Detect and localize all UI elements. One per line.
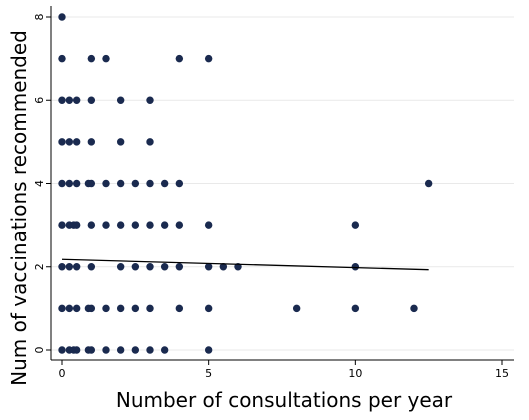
x-tick-label: 15 [495,367,509,380]
data-point [87,96,96,104]
data-point [116,346,125,354]
x-tick-label: 5 [205,367,212,380]
data-point [72,179,81,188]
data-point [351,263,360,271]
data-point [65,304,74,313]
data-point [204,54,213,63]
data-point [65,263,74,271]
data-point [160,179,169,188]
data-point [131,346,140,354]
data-point [160,346,169,354]
data-points [58,13,433,354]
data-point [72,96,81,104]
data-point [146,263,154,271]
data-point [146,179,154,188]
data-point [87,346,96,354]
data-point [424,179,433,188]
data-point [160,221,169,229]
y-tick-label: 2 [33,263,46,270]
data-point [116,179,125,188]
y-tick-label: 6 [33,97,46,104]
data-point [204,304,213,313]
data-point [175,179,184,188]
data-point [58,138,66,146]
data-point [87,179,96,188]
data-point [65,179,74,188]
data-point [102,179,110,188]
data-point [87,54,96,63]
x-axis-title: Number of consultations per year [116,388,453,412]
data-point [87,304,96,313]
data-point [204,263,213,271]
data-point [58,263,66,271]
data-point [58,13,66,21]
data-point [58,304,66,313]
data-point [87,263,96,271]
tick-labels: 0 2 4 6 8 0 5 10 15 [33,14,509,381]
data-point [87,221,96,229]
data-point [292,304,301,313]
data-point [146,138,154,146]
data-point [102,346,110,354]
data-point [58,221,66,229]
data-point [131,221,140,229]
data-point [65,96,74,104]
data-point [131,304,140,313]
data-point [102,304,110,313]
gridlines [51,16,514,351]
x-tick-label: 0 [59,367,66,380]
data-point [116,263,125,271]
data-point [160,263,169,271]
fit-line [61,258,429,271]
data-point [72,346,81,354]
data-point [131,179,140,188]
data-point [116,138,125,146]
data-point [146,346,154,354]
data-point [146,221,154,229]
tick-marks [46,16,503,365]
data-point [58,346,66,354]
data-point [116,96,125,104]
data-point [204,346,213,354]
x-tick-label: 10 [348,367,362,380]
data-point [175,221,184,229]
fit-line-group [61,258,429,271]
data-point [146,96,154,104]
data-point [72,304,81,313]
data-point [175,304,184,313]
data-point [351,304,360,313]
data-point [116,304,125,313]
data-point [58,96,66,104]
data-point [58,179,66,188]
data-point [102,221,110,229]
y-axis-title: Num of vaccinations recommended [7,30,31,386]
y-tick-label: 8 [33,14,46,21]
y-tick-label: 4 [33,180,46,187]
data-point [175,54,184,63]
data-point [116,221,125,229]
data-point [410,304,418,313]
data-point [72,263,81,271]
data-point [204,221,213,229]
y-tick-label: 0 [33,347,46,354]
data-point [175,263,184,271]
data-point [65,138,74,146]
data-point [72,221,81,229]
data-point [131,263,140,271]
data-point [146,304,154,313]
data-point [102,54,110,63]
data-point [351,221,360,229]
data-point [72,138,81,146]
data-point [58,54,66,63]
data-point [87,138,96,146]
data-point [219,263,228,271]
